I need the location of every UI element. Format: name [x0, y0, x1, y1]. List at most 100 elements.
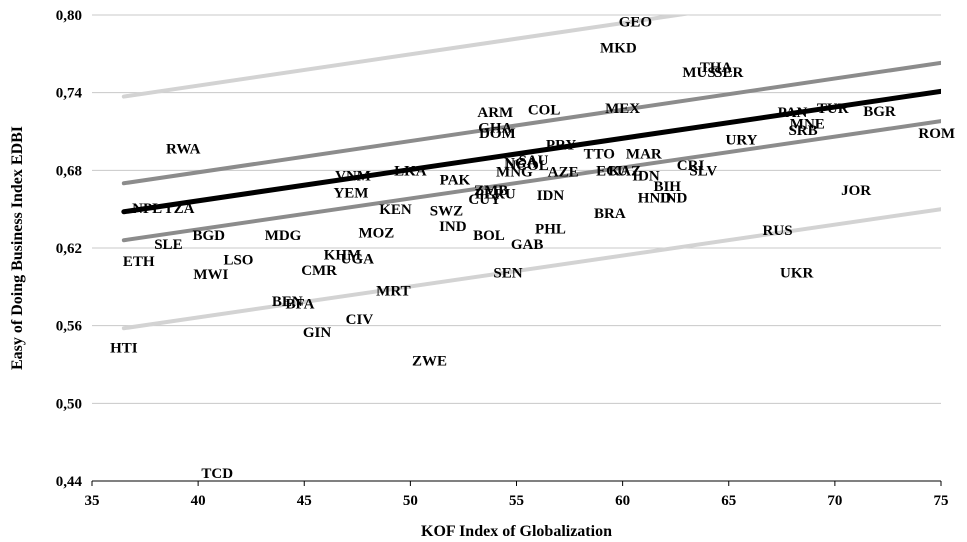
point-label-srb: SRB: [788, 123, 817, 139]
point-label-ind: IND: [660, 191, 688, 207]
x-tick-label: 75: [934, 493, 949, 509]
point-label-jor: JOR: [841, 183, 871, 199]
point-label-mne: MNE: [790, 117, 825, 133]
point-label-phl: PHL: [535, 222, 566, 238]
point-label-eth: ETH: [123, 254, 155, 270]
y-tick-label: 0,62: [56, 241, 82, 257]
point-label-tur: TUR: [817, 101, 849, 117]
x-tick-label: 50: [403, 493, 418, 509]
point-label-arm: ARM: [477, 105, 513, 121]
point-label-bol: BOL: [473, 228, 505, 244]
point-label-ukr: UKR: [780, 266, 814, 282]
point-label-sle: SLE: [154, 237, 182, 253]
point-label-rus: RUS: [763, 223, 793, 239]
point-label-pan: PAN: [778, 105, 808, 121]
fit-lines: [121, 15, 941, 331]
y-tick-label: 0,56: [56, 319, 83, 335]
point-label-cri: CRI: [677, 158, 705, 174]
point-label-moz: MOZ: [358, 225, 394, 241]
x-axis-ticks: 35 40 45 50 55 60 65 70 75: [85, 481, 949, 509]
point-label-mkd: MKD: [600, 40, 637, 56]
point-label-gab: GAB: [511, 237, 544, 253]
point-label-mng: MNG: [496, 165, 533, 181]
point-label-pry: PRY: [546, 137, 576, 153]
point-label-vnm: VNM: [335, 169, 371, 185]
point-label-bih: BIH: [653, 179, 681, 195]
point-label-yem: YEM: [333, 185, 368, 201]
point-label-kaz: KAZ: [608, 163, 641, 179]
point-label-geo: GEO: [619, 14, 652, 30]
x-tick-label: 60: [615, 493, 630, 509]
point-label-ken: KEN: [379, 202, 412, 218]
confidence-upper-line: [121, 60, 941, 186]
point-label-sau: SAU: [518, 153, 548, 169]
point-label-rom: ROM: [918, 126, 955, 142]
point-label-hnd: HND: [638, 191, 672, 207]
point-label-ben: BEN: [272, 294, 303, 310]
point-label-rwa: RWA: [166, 141, 201, 157]
gridlines: [92, 14, 941, 404]
point-label-ncol: NCOL: [505, 158, 548, 174]
point-label-mex: MEX: [605, 101, 640, 117]
y-tick-label: 0,50: [56, 396, 82, 412]
x-tick-label: 55: [509, 493, 524, 509]
point-label-bgd: BGD: [192, 228, 225, 244]
point-label-dom: DOM: [479, 126, 516, 142]
point-label-pak: PAK: [440, 172, 471, 188]
point-label-cuy: CUY: [468, 192, 501, 208]
point-label-mar: MAR: [626, 147, 662, 163]
point-label-bra: BRA: [594, 206, 626, 222]
prediction-lower-line: [121, 207, 941, 331]
point-label-ind: IND: [439, 219, 467, 235]
point-label-gin: GIN: [303, 325, 332, 341]
point-label-ecu: ECU: [596, 163, 628, 179]
point-label-idn: IDN: [632, 169, 660, 185]
point-label-tha: THA: [700, 60, 733, 76]
point-label-mus: MUS: [682, 65, 715, 81]
point-label-mwi: MWI: [193, 267, 228, 283]
y-axis-ticks: 0,44 0,50 0,56 0,62 0,68 0,74 0,80: [56, 8, 83, 490]
x-tick-label: 65: [721, 493, 736, 509]
x-tick-label: 45: [297, 493, 312, 509]
x-axis-label: KOF Index of Globalization: [421, 523, 612, 540]
point-label-khm: KHM: [324, 247, 362, 263]
point-label-npl: NPL: [132, 201, 162, 217]
point-label-nga: NGA: [504, 156, 538, 172]
point-label-ury: URY: [725, 132, 757, 148]
point-label-idn: IDN: [537, 188, 565, 204]
point-label-zmb: ZMB: [474, 183, 508, 199]
point-label-slv: SLV: [689, 163, 717, 179]
y-tick-label: 0,68: [56, 163, 82, 179]
regression-line: [121, 88, 941, 215]
y-tick-label: 0,44: [56, 474, 83, 490]
point-label-aze: AZE: [548, 165, 579, 181]
point-label-col: COL: [528, 102, 561, 118]
point-label-tza: TZA: [164, 201, 195, 217]
point-label-bgr: BGR: [863, 104, 896, 120]
x-tick-label: 70: [827, 493, 842, 509]
point-label-tto: TTO: [584, 147, 615, 163]
y-tick-label: 0,80: [56, 8, 82, 24]
point-label-cmr: CMR: [301, 263, 337, 279]
point-label-zwe: ZWE: [412, 354, 447, 370]
y-axis-label: Easy of Doing Business Index EDBI: [9, 126, 26, 370]
y-tick-label: 0,74: [56, 86, 83, 102]
point-label-mrt: MRT: [376, 284, 410, 300]
point-label-gha: GHA: [478, 121, 512, 137]
prediction-upper-line: [121, 15, 692, 99]
x-tick-label: 40: [191, 493, 206, 509]
point-label-peru: PERU: [475, 187, 516, 203]
point-label-bfa: BFA: [286, 297, 315, 313]
point-label-uga: UGA: [341, 251, 375, 267]
point-label-mdg: MDG: [265, 228, 302, 244]
point-label-civ: CIV: [346, 312, 374, 328]
point-label-hti: HTI: [110, 341, 138, 357]
confidence-lower-line: [121, 119, 941, 243]
point-label-lso: LSO: [223, 253, 253, 269]
point-label-sen: SEN: [493, 266, 522, 282]
x-tick-label: 35: [85, 493, 100, 509]
point-label-swz: SWZ: [430, 203, 463, 219]
point-label-ser: SER: [714, 65, 743, 81]
